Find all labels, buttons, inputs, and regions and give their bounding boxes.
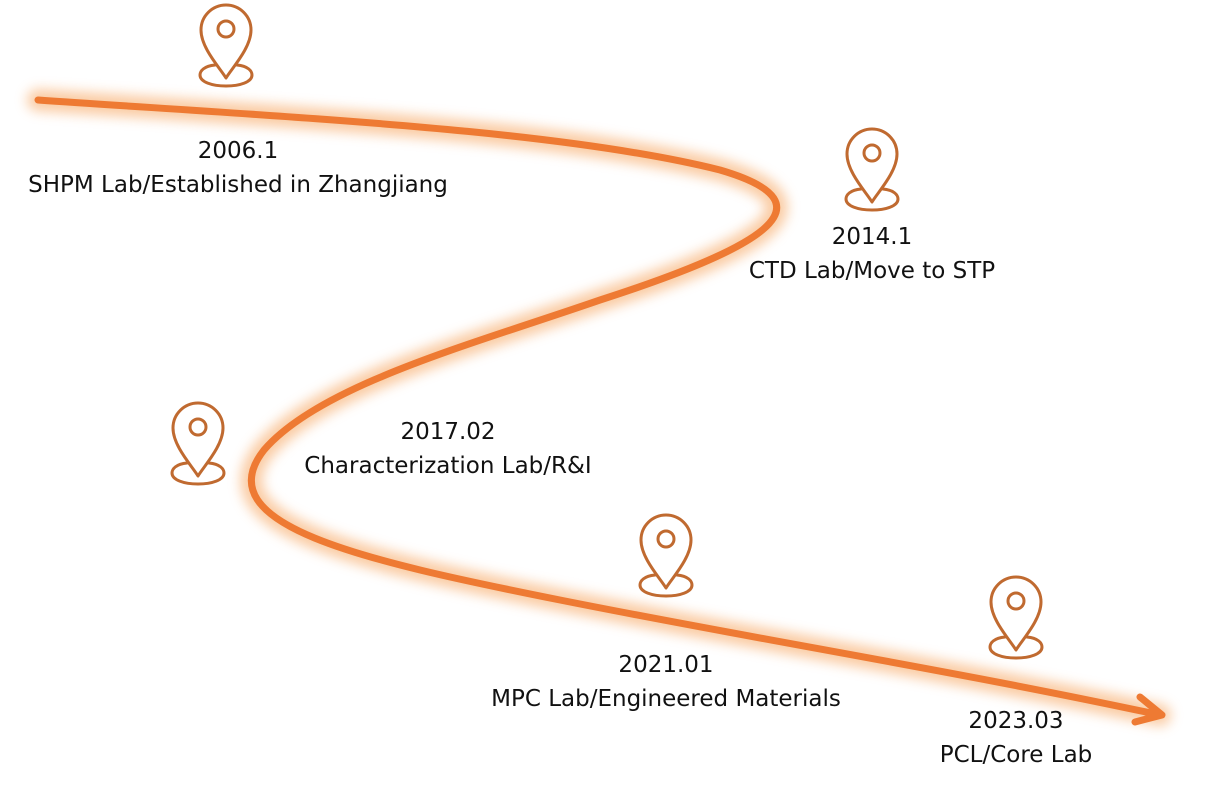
milestone-label: Characterization Lab/R&I (304, 453, 592, 479)
milestone-label: PCL/Core Lab (939, 742, 1093, 768)
arrowhead-icon (1131, 693, 1166, 726)
milestone-2017: 2017.02 Characterization Lab/R&I (304, 415, 591, 483)
milestone-label: MPC Lab/Engineered Materials (491, 686, 841, 712)
milestone-2014: 2014.1 CTD Lab/Move to STP (749, 220, 995, 288)
milestone-label: CTD Lab/Move to STP (748, 258, 996, 284)
location-pin-icon (638, 513, 694, 598)
location-pin-icon (198, 3, 254, 88)
milestone-date: 2017.02 (400, 419, 496, 445)
location-pin-icon (844, 127, 900, 212)
milestone-date: 2006.1 (197, 138, 279, 164)
location-pin-icon (170, 401, 226, 486)
milestone-date: 2014.1 (831, 224, 913, 250)
timeline-path (34, 96, 1164, 719)
milestone-date: 2023.03 (968, 708, 1064, 734)
location-pin-icon (988, 575, 1044, 660)
milestone-2023: 2023.03 PCL/Core Lab (940, 704, 1093, 772)
milestone-2006: 2006.1 SHPM Lab/Established in Zhangjian… (28, 134, 448, 202)
milestone-date: 2021.01 (618, 652, 714, 678)
milestone-2021: 2021.01 MPC Lab/Engineered Materials (491, 648, 841, 716)
milestone-label: SHPM Lab/Established in Zhangjiang (28, 172, 448, 198)
